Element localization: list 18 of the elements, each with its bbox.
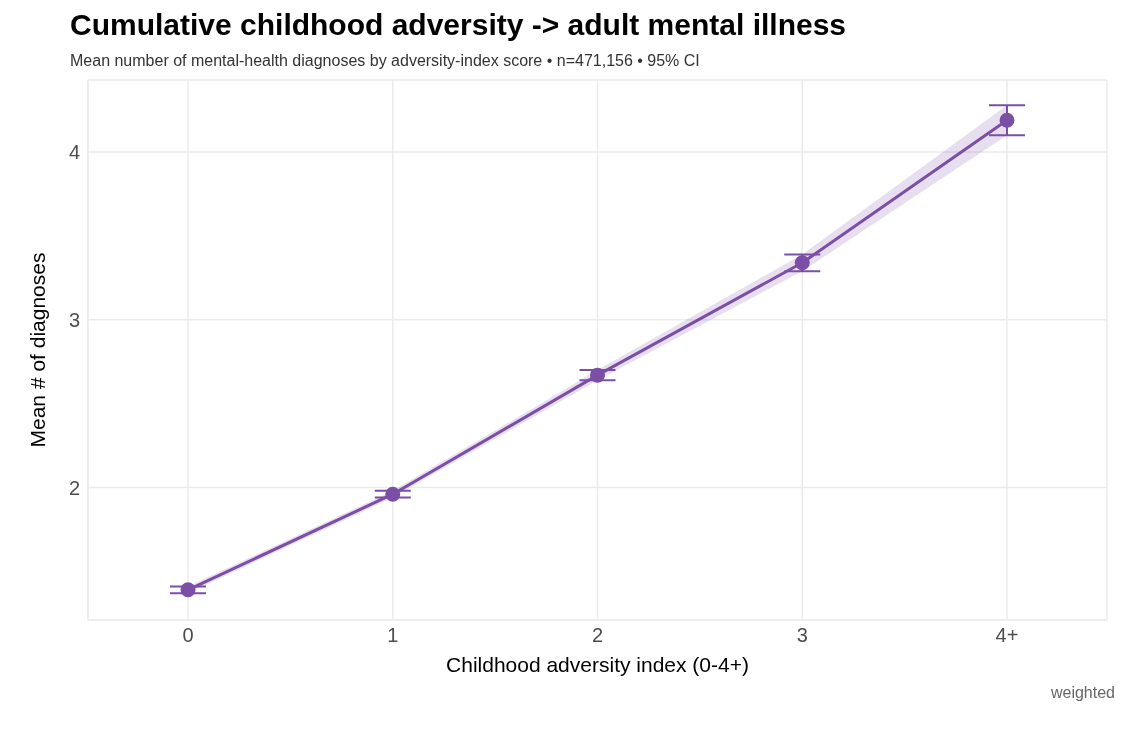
point	[794, 255, 810, 271]
text: weighted	[1049, 684, 1115, 702]
chart-subtitle: Mean number of mental-health diagnoses by adversity-index score • n=471,156 • 95% CI	[70, 52, 701, 70]
y-tick-label: 4	[68, 141, 80, 164]
point	[590, 367, 605, 383]
point	[180, 582, 196, 598]
y-tick-label: 3	[68, 308, 80, 331]
point	[385, 486, 401, 502]
x-axis-title: Childhood adversity index (0-4+)	[446, 653, 749, 676]
x-tick-label: 2	[591, 624, 604, 647]
y-axis-title: Mean # of diagnoses	[26, 252, 50, 448]
x-tick-label: 4+	[995, 624, 1019, 647]
point	[999, 112, 1015, 128]
x-tick-label: 1	[387, 624, 399, 647]
x-tick-label: 3	[796, 624, 808, 647]
chart-title: Cumulative childhood adversity -> adult mental illness	[70, 8, 847, 42]
x-tick-label: 0	[182, 624, 194, 647]
y-tick-label: 2	[68, 476, 80, 499]
